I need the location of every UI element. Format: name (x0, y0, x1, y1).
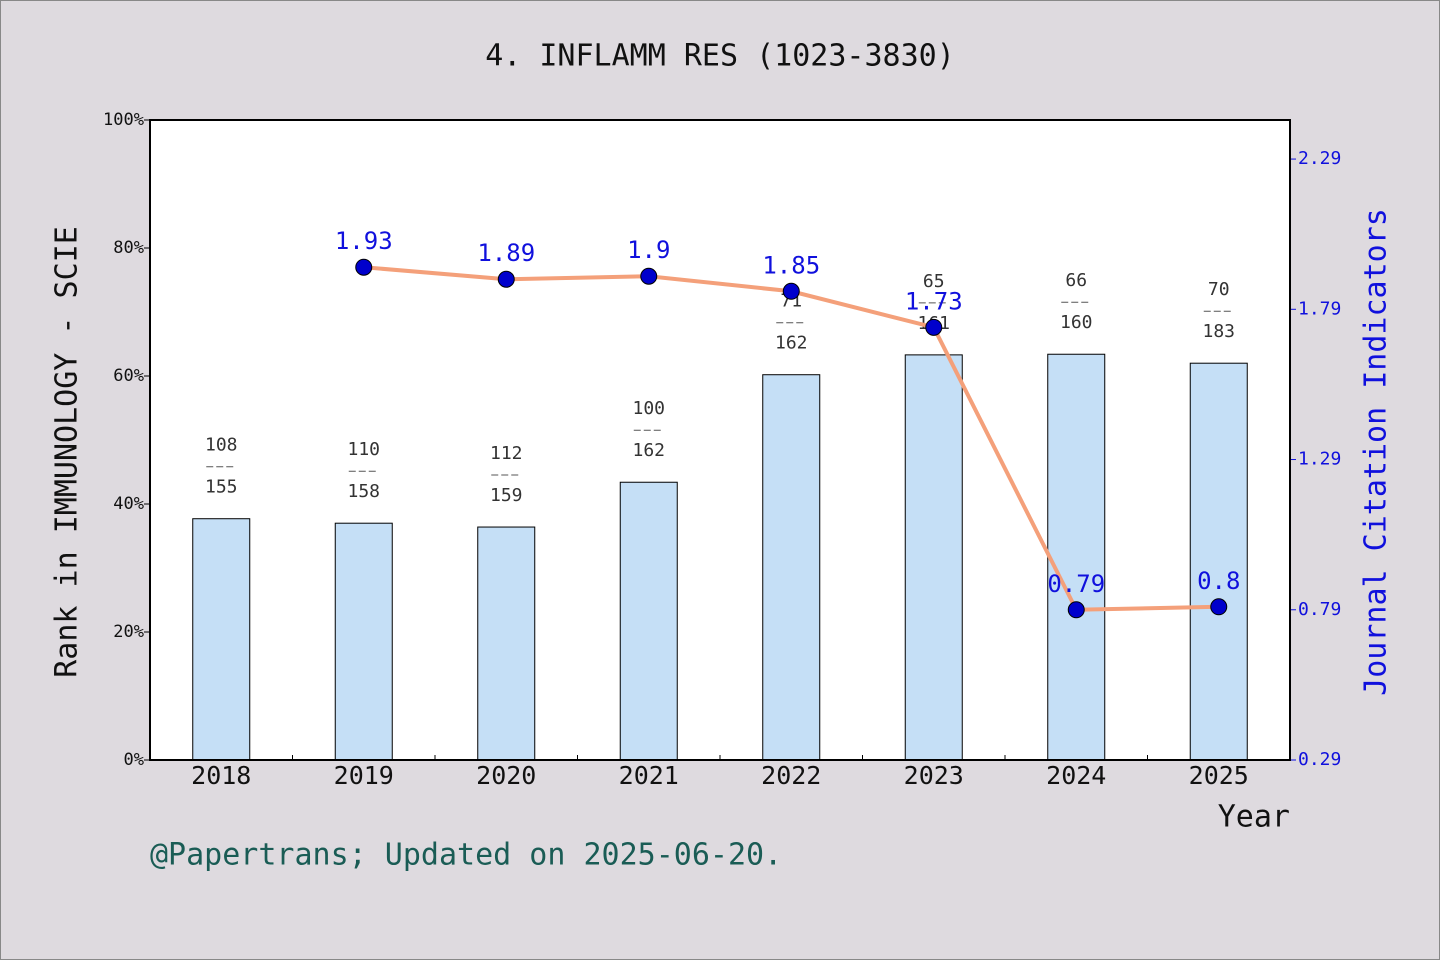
bar (1189, 362, 1248, 761)
y-axis-label: Rank in IMMUNOLOGY - SCIE (50, 226, 85, 678)
rank-label: 65 (923, 271, 945, 292)
bar (619, 481, 678, 761)
y2-tick-label: 0.29 (1298, 749, 1341, 770)
jci-value-label: 1.89 (477, 239, 535, 267)
jci-marker (1067, 601, 1085, 619)
jci-marker (497, 270, 515, 288)
bar (477, 526, 536, 761)
y-tick-label: 20% (113, 622, 144, 642)
jci-value-label: 0.79 (1047, 570, 1105, 598)
bar (1047, 353, 1106, 761)
jci-marker (1210, 598, 1228, 616)
y-tick-label: 80% (113, 238, 144, 258)
total-label: 155 (205, 477, 238, 498)
jci-marker (640, 267, 658, 285)
rank-label: 108 (205, 435, 238, 456)
chart-title: 4. INFLAMM RES (1023-3830) (485, 39, 955, 74)
x-tick-label: 2018 (191, 761, 251, 790)
footer: @Papertrans; Updated on 2025-06-20. (150, 838, 782, 873)
x-axis-label: Year (1218, 800, 1290, 835)
x-tick-label: 2021 (619, 761, 679, 790)
y-tick-label: 40% (113, 494, 144, 514)
jci-marker (782, 282, 800, 300)
bar (762, 374, 821, 761)
x-tick-label: 2020 (476, 761, 536, 790)
rank-label: 110 (347, 439, 380, 460)
jci-marker (925, 318, 943, 336)
y2-tick-label: 1.29 (1298, 449, 1341, 470)
total-label: 162 (775, 333, 808, 354)
total-label: 183 (1202, 321, 1235, 342)
plot-area (150, 120, 1290, 760)
rank-label: 112 (490, 443, 523, 464)
jci-value-label: 1.85 (762, 251, 820, 279)
y-tick-label: 100% (103, 110, 144, 130)
jci-value-label: 1.93 (335, 227, 393, 255)
y2-tick-label: 0.79 (1298, 599, 1341, 620)
jci-value-label: 0.8 (1197, 567, 1240, 595)
total-label: 160 (1060, 312, 1093, 333)
jci-value-label: 1.9 (627, 236, 670, 264)
y2-axis-label: Journal Citation Indicators (1359, 208, 1394, 696)
y-tick-label: 0% (124, 750, 144, 770)
plot-frame (149, 119, 1291, 761)
x-tick-label: 2022 (761, 761, 821, 790)
y2-tick-label: 1.79 (1298, 298, 1341, 319)
rank-label: 100 (632, 398, 665, 419)
total-label: 162 (632, 440, 665, 461)
x-tick-label: 2025 (1189, 761, 1249, 790)
total-label: 158 (347, 481, 380, 502)
rank-label: 66 (1065, 270, 1087, 291)
y-tick-label: 60% (113, 366, 144, 386)
total-label: 159 (490, 485, 523, 506)
jci-marker (355, 258, 373, 276)
x-tick-label: 2023 (904, 761, 964, 790)
bar (192, 518, 251, 761)
bar (334, 522, 393, 761)
x-tick-label: 2024 (1046, 761, 1106, 790)
bar (904, 354, 963, 761)
rank-label: 70 (1208, 279, 1230, 300)
jci-value-label: 1.73 (905, 287, 963, 315)
x-tick-label: 2019 (334, 761, 394, 790)
y2-tick-label: 2.29 (1298, 148, 1341, 169)
